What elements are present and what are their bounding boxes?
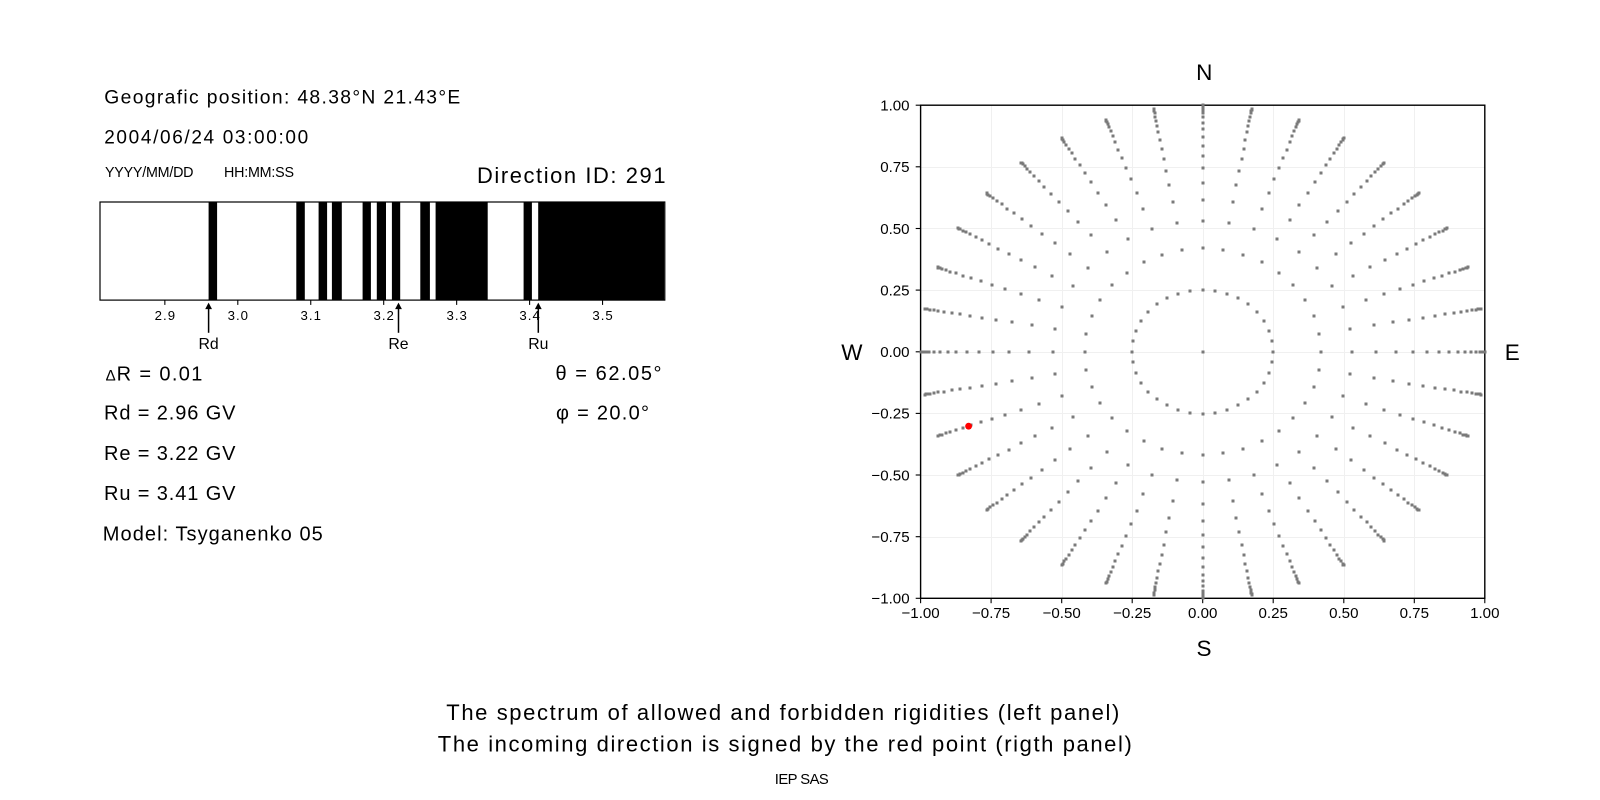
svg-text:3.2: 3.2 <box>374 308 394 323</box>
svg-text:2004/06/24 03:00:00: 2004/06/24 03:00:00 <box>104 128 308 149</box>
svg-text:1.00: 1.00 <box>1470 605 1499 622</box>
svg-text:−0.50: −0.50 <box>1043 605 1081 622</box>
svg-text:0.00: 0.00 <box>880 344 909 361</box>
svg-text:φ = 20.0°: φ = 20.0° <box>556 403 649 425</box>
svg-text:2.9: 2.9 <box>155 308 175 323</box>
svg-text:3.3: 3.3 <box>446 308 466 323</box>
svg-text:0.00: 0.00 <box>1188 605 1217 622</box>
svg-text:−0.75: −0.75 <box>972 605 1010 622</box>
svg-text:Model: Tsyganenko 05: Model: Tsyganenko 05 <box>103 523 323 545</box>
svg-text:0.25: 0.25 <box>880 283 909 300</box>
svg-text:θ = 62.05°: θ = 62.05° <box>556 363 662 385</box>
svg-text:−1.00: −1.00 <box>871 591 909 608</box>
svg-text:3.4: 3.4 <box>519 308 539 323</box>
svg-text:−0.25: −0.25 <box>871 406 909 423</box>
svg-text:W: W <box>841 340 863 365</box>
svg-text:E: E <box>1505 340 1520 365</box>
svg-text:0.75: 0.75 <box>1400 605 1429 622</box>
svg-text:0.75: 0.75 <box>880 159 909 176</box>
svg-text:3.0: 3.0 <box>228 308 248 323</box>
svg-text:0.50: 0.50 <box>1329 605 1358 622</box>
svg-text:YYYY/MM/DD: YYYY/MM/DD <box>105 165 194 181</box>
svg-text:Ru = 3.41 GV: Ru = 3.41 GV <box>104 483 236 505</box>
svg-text:Rd = 2.96 GV: Rd = 2.96 GV <box>104 403 236 425</box>
svg-text:The spectrum of allowed and fo: The spectrum of allowed and forbidden ri… <box>446 700 1119 725</box>
svg-text:−0.50: −0.50 <box>871 467 909 484</box>
svg-text:Geografic position: 48.38°N 21: Geografic position: 48.38°N 21.43°E <box>104 88 460 109</box>
svg-text:0.50: 0.50 <box>880 221 909 238</box>
svg-text:0.25: 0.25 <box>1259 605 1288 622</box>
svg-text:Direction ID: 291: Direction ID: 291 <box>477 163 666 188</box>
svg-text:∆R = 0.01: ∆R = 0.01 <box>106 363 202 385</box>
svg-text:N: N <box>1196 60 1212 85</box>
svg-text:−1.00: −1.00 <box>901 605 939 622</box>
svg-text:3.5: 3.5 <box>592 308 612 323</box>
svg-text:The incoming direction is sign: The incoming direction is signed by the … <box>438 732 1132 757</box>
svg-text:Re = 3.22 GV: Re = 3.22 GV <box>104 443 236 465</box>
svg-text:S: S <box>1196 636 1211 661</box>
svg-text:1.00: 1.00 <box>880 98 909 115</box>
svg-text:IEP SAS: IEP SAS <box>775 772 829 788</box>
svg-text:−0.75: −0.75 <box>871 529 909 546</box>
svg-text:Re: Re <box>388 336 408 353</box>
svg-text:3.1: 3.1 <box>301 308 321 323</box>
svg-text:Ru: Ru <box>528 336 548 353</box>
svg-text:−0.25: −0.25 <box>1113 605 1151 622</box>
svg-text:Rd: Rd <box>198 336 218 353</box>
svg-text:HH:MM:SS: HH:MM:SS <box>224 165 294 181</box>
